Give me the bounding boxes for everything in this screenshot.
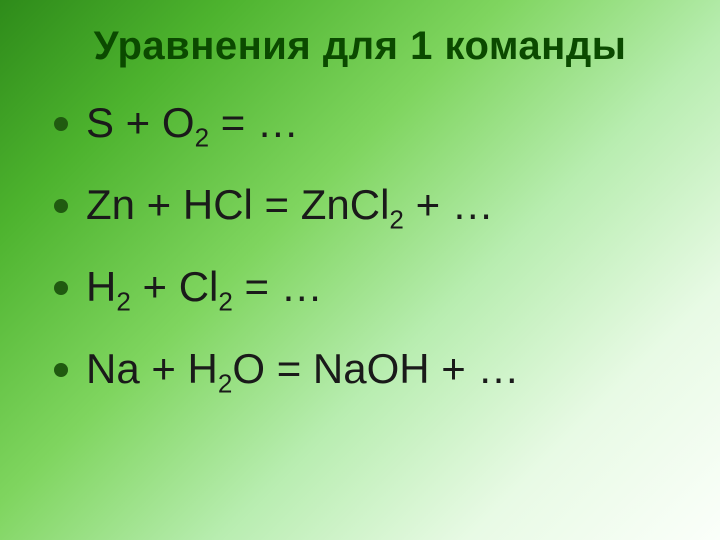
equation-text: Zn + HCl = ZnCl2 + …: [86, 181, 494, 229]
equation-text: Na + H2O = NaOH + …: [86, 345, 519, 393]
bullet-icon: [54, 117, 68, 131]
equations-list: S + O2 = … Zn + HCl = ZnCl2 + … H2 + Cl2 =…: [36, 99, 684, 393]
slide-container: Уравнения для 1 команды S + O2 = … Zn + H…: [0, 0, 720, 540]
equation-row: Zn + HCl = ZnCl2 + …: [54, 181, 684, 229]
bullet-icon: [54, 281, 68, 295]
equation-row: H2 + Cl2 = …: [54, 263, 684, 311]
equation-row: S + O2 = …: [54, 99, 684, 147]
equation-text: H2 + Cl2 = …: [86, 263, 323, 311]
slide-title: Уравнения для 1 команды: [36, 24, 684, 69]
bullet-icon: [54, 199, 68, 213]
equation-text: S + O2 = …: [86, 99, 299, 147]
equation-row: Na + H2O = NaOH + …: [54, 345, 684, 393]
bullet-icon: [54, 363, 68, 377]
